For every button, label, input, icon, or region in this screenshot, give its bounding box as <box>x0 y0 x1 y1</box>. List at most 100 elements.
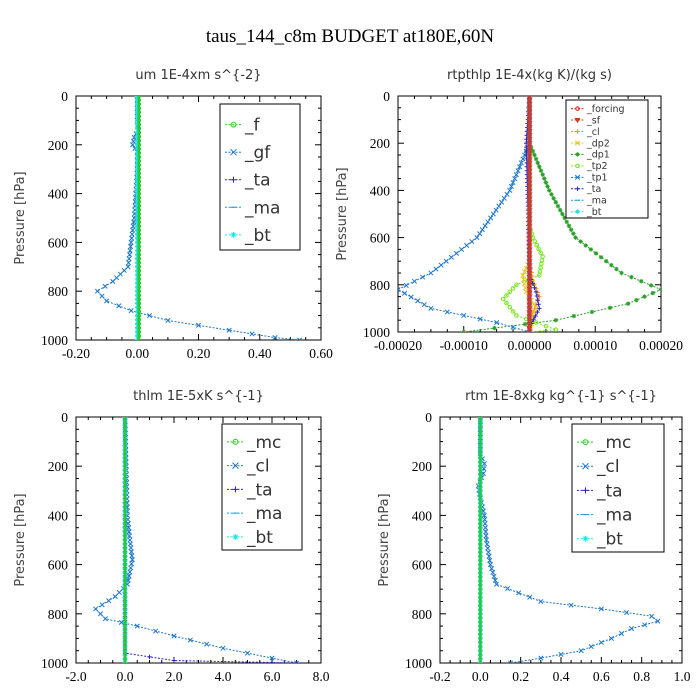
series-point-cl <box>485 549 491 555</box>
series-point-dp1 <box>540 172 545 177</box>
series-point-tp1 <box>420 274 426 280</box>
legend-marker <box>232 462 239 469</box>
legend-label: _f <box>244 116 261 136</box>
series-point-cl <box>537 294 542 299</box>
series-point-dp1 <box>568 227 574 232</box>
series-point-cl <box>491 573 497 579</box>
series-point-cl <box>220 645 226 651</box>
series-point-cl <box>129 553 135 559</box>
series-point-dp2 <box>520 272 526 278</box>
legend-marker <box>230 176 237 183</box>
series-point-bt <box>135 158 140 164</box>
series-point-bt <box>135 146 140 152</box>
chart-panel-2: rtpthlp 1E-4x(kg K)/(kg s) Pressure [hPa]… <box>335 68 683 353</box>
series-point-bt <box>135 134 140 139</box>
y-tick-label: 800 <box>48 607 69 622</box>
series-point-tp2 <box>534 242 539 248</box>
series-point-cl <box>508 660 514 663</box>
legend-label: _bt <box>586 207 602 218</box>
series-point-dp1 <box>648 283 654 288</box>
series-point-bt <box>135 321 140 326</box>
legend: _f _gf _ta _ma _bt <box>219 103 301 251</box>
series-point-tp1 <box>408 294 414 300</box>
series-point-bt <box>135 228 140 233</box>
series-point-tp2 <box>514 282 519 288</box>
x-tick-label: -0.00020 <box>374 338 423 353</box>
series-point-bt <box>135 219 140 225</box>
x-tick-label: 0.00010 <box>573 338 617 353</box>
series-group <box>475 417 661 663</box>
series-point-gf <box>130 227 136 233</box>
series-point-tp2 <box>538 250 543 255</box>
x-tick-label: 0.00 <box>125 346 149 361</box>
series-point-cl <box>642 622 648 628</box>
legend: _mc _cl _ta _ma _bt <box>221 423 303 551</box>
series-point-bt <box>135 232 140 237</box>
x-tick-label: -2.0 <box>65 669 87 684</box>
series-point-bt <box>135 106 140 111</box>
series-point-cl <box>204 641 210 647</box>
series-point-bt <box>135 126 140 131</box>
legend-marker <box>230 121 237 128</box>
series-point-dp1 <box>609 262 614 268</box>
x-tick-label: 0.00020 <box>639 338 683 353</box>
series-point-ta <box>532 285 537 290</box>
series-point-gf <box>94 288 100 294</box>
series-point-gf <box>128 239 134 245</box>
legend-label: _ma <box>246 504 282 524</box>
legend-marker <box>575 152 580 157</box>
series-point-dp1 <box>557 207 563 213</box>
series-point-gf <box>131 134 137 141</box>
series-point-dp1 <box>642 294 647 299</box>
y-tick-label: 200 <box>48 459 69 474</box>
series-point-bt <box>135 248 140 253</box>
legend-marker <box>582 439 589 446</box>
x-tick-label: 6.0 <box>264 669 281 684</box>
series-point-tp1 <box>398 286 401 293</box>
series-point-cl <box>598 606 604 612</box>
series-point-dp1 <box>625 301 631 306</box>
panel-title: rtpthlp 1E-4x(kg K)/(kg s) <box>447 68 612 83</box>
series-point-gf <box>129 231 135 237</box>
series-point-cl <box>482 521 488 527</box>
series-point-dp1 <box>543 180 549 185</box>
series-point-bt <box>135 289 140 294</box>
y-tick-label: 1000 <box>363 325 390 340</box>
series-point-dp1 <box>564 219 569 225</box>
series-point-cl <box>127 569 133 575</box>
series-point-cl <box>481 512 487 518</box>
series-point-cl <box>588 644 594 650</box>
series-point-cl <box>598 639 604 646</box>
series-point-tp1 <box>485 219 491 225</box>
series-point-bt <box>135 244 140 249</box>
legend-box <box>219 103 301 251</box>
series-point-cl <box>649 613 655 619</box>
series-point-gf <box>130 223 136 229</box>
legend-marker <box>582 462 589 470</box>
series-point-cl <box>489 565 495 572</box>
series-point-cl <box>112 594 118 600</box>
series-point-bt <box>135 223 140 229</box>
series-point-tp1 <box>474 235 480 241</box>
legend-label: _tp2 <box>586 161 608 172</box>
legend-box <box>571 423 665 553</box>
series-point-gf <box>129 235 135 241</box>
series-point-tp1 <box>494 320 500 326</box>
series-point-dp1 <box>553 318 558 323</box>
series-point-cl <box>623 610 630 616</box>
y-tick-label: 600 <box>48 235 69 250</box>
legend-marker <box>582 535 589 542</box>
series-point-cl <box>127 541 133 547</box>
series-point-gf <box>249 331 255 337</box>
series-point-dp1 <box>604 259 609 264</box>
series-point-dp1 <box>535 160 540 166</box>
series-point-bt <box>135 301 140 306</box>
y-tick-label: 200 <box>412 459 433 474</box>
series-point-bt <box>135 305 140 310</box>
series-point-cl <box>126 525 132 531</box>
series-point-bt <box>135 284 140 290</box>
series-point-dp1 <box>598 255 604 260</box>
legend-label: _bt <box>244 226 271 246</box>
series-point-dp1 <box>650 290 655 296</box>
figure-title: taus_144_c8m BUDGET at180E,60N <box>206 26 495 47</box>
